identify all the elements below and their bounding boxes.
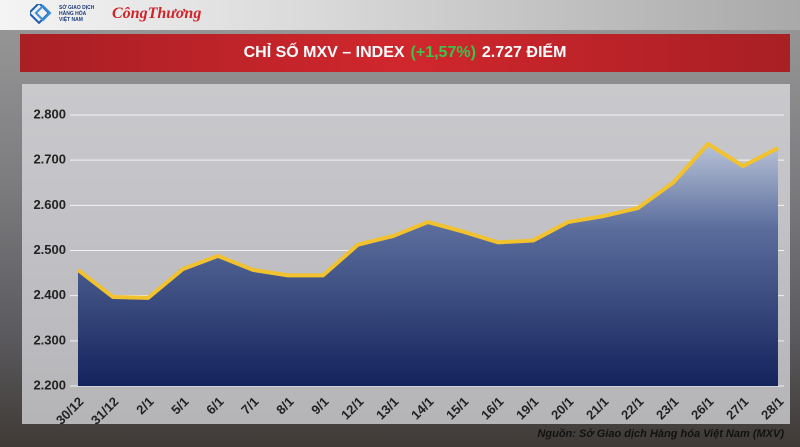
line	[76, 141, 779, 300]
x-tick-label: 26/1	[688, 394, 717, 423]
header-strip: SỞ GIAO DỊCH HÀNG HÓA VIỆT NAM CôngThươn…	[0, 0, 800, 30]
y-tick-label: 2.600	[33, 197, 66, 212]
logo-line: HÀNG HÓA	[59, 11, 87, 17]
logo-text: SỞ GIAO DỊCH HÀNG HÓA VIỆT NAM	[59, 5, 94, 23]
x-tick-label: 27/1	[723, 394, 752, 423]
logo-line: SỞ GIAO DỊCH	[59, 5, 95, 11]
x-tick-label: 31/12	[88, 394, 122, 428]
x-tick-label: 30/12	[53, 394, 87, 428]
x-tick-label: 20/1	[548, 394, 577, 423]
chart-title: CHỈ SỐ MXV – INDEX	[243, 44, 405, 61]
title-banner: CHỈ SỐ MXV – INDEX (+1,57%) 2.727 ĐIỂM	[20, 34, 790, 72]
x-tick-label: 9/1	[308, 394, 331, 417]
y-tick-label: 2.400	[33, 287, 66, 302]
x-tick-label: 14/1	[408, 394, 437, 423]
x-tick-label: 22/1	[618, 394, 647, 423]
y-tick-label: 2.300	[33, 332, 66, 347]
x-tick-label: 5/1	[168, 394, 191, 417]
title-change: (+1,57%)	[410, 44, 476, 61]
y-tick-label: 2.700	[33, 152, 66, 167]
x-tick-label: 19/1	[513, 394, 542, 423]
y-tick-label: 2.500	[33, 242, 66, 257]
source-note: Nguồn: Sở Giao dịch Hàng hóa Việt Nam (M…	[537, 428, 784, 440]
logo-icon	[30, 4, 52, 24]
title-value: 2.727 ĐIỂM	[481, 44, 567, 61]
area	[78, 143, 778, 386]
logo: SỞ GIAO DỊCH HÀNG HÓA VIỆT NAM	[30, 4, 94, 24]
y-tick-label: 2.800	[33, 106, 66, 121]
x-tick-label: 21/1	[583, 394, 612, 423]
logo-line: VIỆT NAM	[59, 17, 83, 23]
x-tick-label: 2/1	[133, 394, 156, 417]
x-tick-label: 6/1	[203, 394, 226, 417]
brand: CôngThương	[112, 5, 202, 22]
y-tick-label: 2.200	[33, 377, 66, 392]
x-tick-label: 12/1	[338, 394, 367, 423]
x-tick-label: 13/1	[373, 394, 402, 423]
x-tick-label: 28/1	[758, 394, 787, 423]
x-tick-label: 16/1	[478, 394, 507, 423]
x-tick-label: 8/1	[273, 394, 296, 417]
x-tick-label: 7/1	[238, 394, 261, 417]
x-tick-label: 23/1	[653, 394, 682, 423]
x-tick-label: 15/1	[443, 394, 472, 423]
